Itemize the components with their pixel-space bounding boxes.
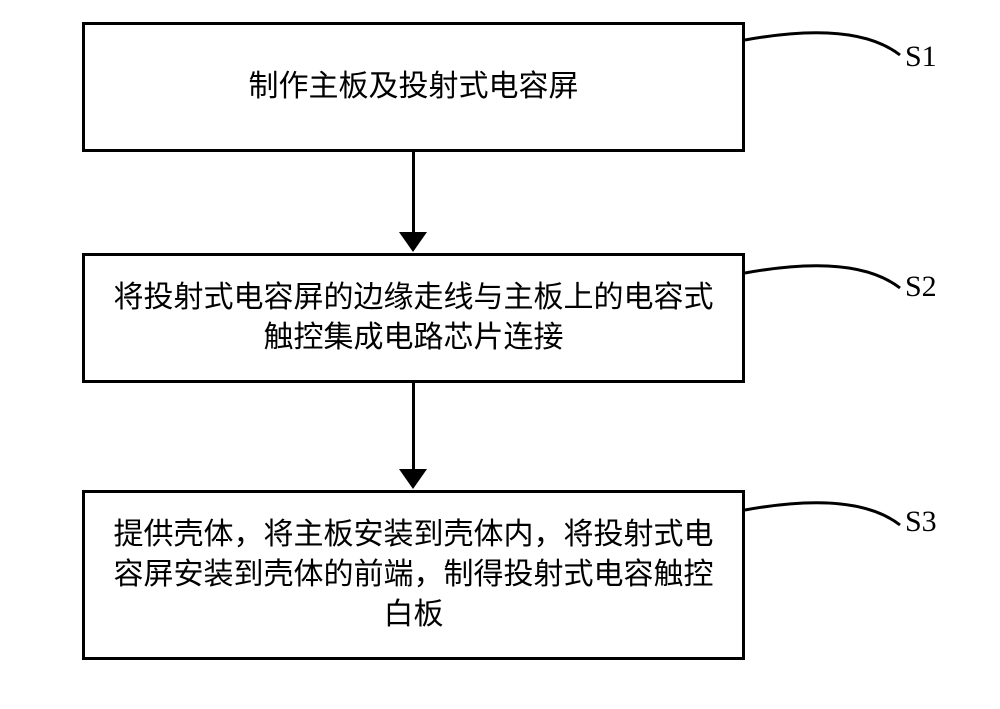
label-text: S1: [905, 40, 937, 73]
step-label-s2: S2: [905, 270, 937, 304]
label-text: S2: [905, 270, 937, 303]
label-connector-curves: [0, 0, 1000, 709]
curve-s3: [745, 503, 900, 525]
step-label-s1: S1: [905, 40, 937, 74]
step-label-s3: S3: [905, 505, 937, 539]
curve-s1: [745, 33, 900, 55]
flowchart-canvas: 制作主板及投射式电容屏 将投射式电容屏的边缘走线与主板上的电容式 触控集成电路芯…: [0, 0, 1000, 709]
curve-s2: [745, 266, 900, 288]
label-text: S3: [905, 505, 937, 538]
